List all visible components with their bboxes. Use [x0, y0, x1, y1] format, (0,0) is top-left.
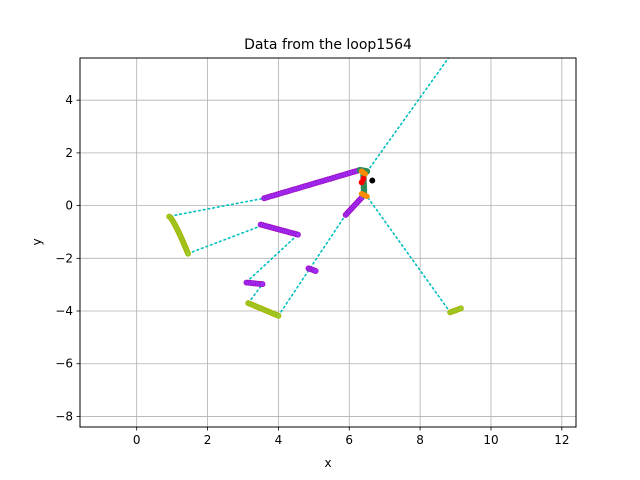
grid — [80, 58, 576, 427]
x-tick-label: 4 — [275, 433, 283, 447]
x-axis-label: x — [324, 456, 331, 470]
y-tick-label: −8 — [55, 409, 73, 423]
plot-area — [166, 58, 464, 319]
x-tick-label: 12 — [554, 433, 569, 447]
axis-ticks: 0 2 4 6 8 10 12 −8 −6 −4 −2 0 2 4 — [55, 93, 569, 447]
plot-frame — [79, 57, 577, 428]
dotted-connector-line — [360, 58, 450, 181]
black-data-point — [369, 177, 376, 184]
x-tick-label: 0 — [133, 433, 141, 447]
y-tick-label: −2 — [55, 251, 73, 265]
dotted-connector-line — [366, 195, 452, 314]
dotted-connector-line — [245, 233, 299, 283]
y-axis-label: y — [30, 238, 44, 245]
orange-data-point — [364, 193, 370, 200]
dotted-connector-line — [247, 283, 264, 304]
dotted-connector-line — [187, 224, 264, 255]
y-tick-label: −4 — [55, 304, 73, 318]
red-data-point — [358, 179, 365, 186]
yellowgreen-data-point — [457, 305, 464, 312]
yellowgreen-data-point — [185, 250, 192, 257]
purple-data-point — [312, 267, 319, 274]
x-tick-label: 6 — [345, 433, 353, 447]
y-tick-label: −6 — [55, 357, 73, 371]
x-tick-label: 10 — [483, 433, 498, 447]
y-tick-label: 4 — [65, 93, 73, 107]
x-tick-label: 8 — [416, 433, 424, 447]
y-tick-label: 2 — [65, 146, 73, 160]
dotted-connector-line — [277, 214, 347, 317]
dotted-connector-line — [169, 197, 266, 217]
purple-data-point — [259, 281, 266, 288]
yellowgreen-data-point — [275, 312, 282, 319]
chart-title: Data from the loop1564 — [244, 37, 412, 53]
purple-data-point — [294, 231, 301, 238]
x-tick-label: 2 — [204, 433, 212, 447]
y-tick-label: 0 — [65, 199, 73, 213]
orange-data-point — [362, 171, 369, 177]
